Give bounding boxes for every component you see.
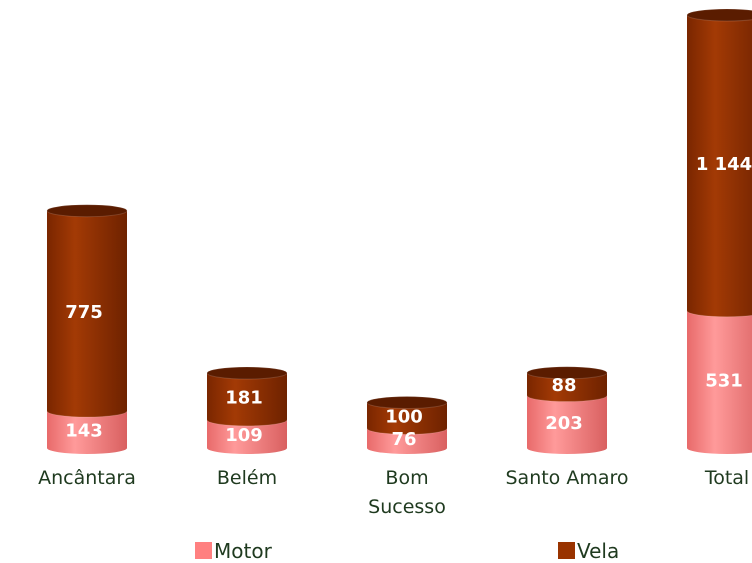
cylinder-top	[686, 8, 752, 22]
cylinder-base	[367, 442, 447, 454]
cylinder-body	[527, 395, 607, 448]
x-tick-label: Santo Amaro	[505, 467, 628, 489]
cylinder-base	[687, 442, 752, 454]
value-label: 143	[65, 421, 103, 442]
cylinder-base	[207, 442, 287, 454]
value-label: 531	[705, 370, 743, 391]
cylinder-base	[47, 442, 127, 454]
cylinder-top	[526, 366, 608, 380]
bar-segment	[206, 366, 288, 420]
x-tick-label: Total	[704, 467, 749, 489]
cylinder-body	[47, 411, 127, 448]
cylinder-base	[527, 442, 607, 454]
value-label: 100	[385, 406, 423, 427]
cylinder-body	[207, 373, 287, 420]
bar-segment	[686, 8, 752, 311]
cylinder-body	[47, 210, 127, 412]
bar-segment	[686, 304, 752, 454]
legend-swatch	[558, 542, 575, 559]
cylinder-body	[527, 372, 607, 396]
bar-segment	[366, 396, 448, 429]
value-label: 76	[391, 429, 416, 450]
value-label: 203	[545, 413, 583, 434]
bar-segment	[46, 204, 128, 412]
value-label: 775	[65, 302, 103, 323]
cylinder-top	[46, 204, 128, 218]
cylinder-top	[206, 366, 288, 380]
bar-segment	[526, 366, 608, 396]
cylinder-body	[687, 310, 752, 448]
cylinder-body	[687, 15, 752, 311]
cylinder-top	[366, 396, 448, 410]
value-label: 181	[225, 387, 263, 408]
legend-label: Vela	[577, 539, 619, 563]
x-tick-label: Bom Sucesso	[368, 467, 446, 518]
value-label: 1 144	[696, 154, 752, 175]
x-tick-label: Belém	[217, 467, 277, 489]
value-label: 88	[551, 375, 576, 396]
x-tick-label: Ancântara	[38, 467, 136, 489]
legend-label: Motor	[214, 539, 273, 563]
value-label: 109	[225, 425, 263, 446]
legend-swatch	[195, 542, 212, 559]
